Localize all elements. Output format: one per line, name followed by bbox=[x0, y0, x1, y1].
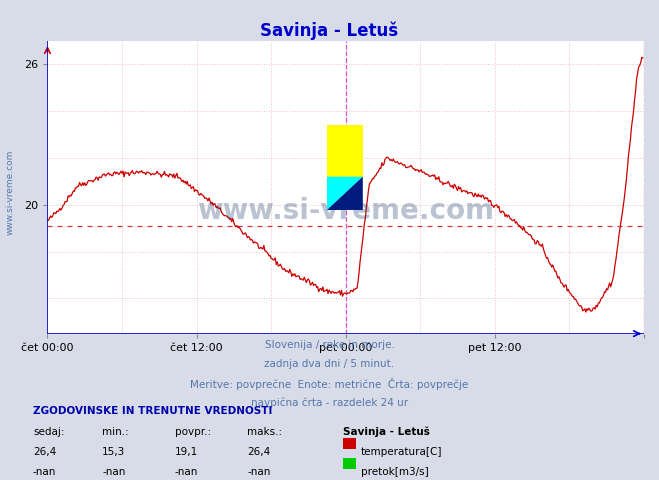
Text: sedaj:: sedaj: bbox=[33, 427, 65, 437]
Text: -nan: -nan bbox=[175, 467, 198, 477]
Text: 26,4: 26,4 bbox=[33, 447, 56, 457]
Text: povpr.:: povpr.: bbox=[175, 427, 211, 437]
Text: -nan: -nan bbox=[102, 467, 125, 477]
Text: www.si-vreme.com: www.si-vreme.com bbox=[5, 149, 14, 235]
Text: pretok[m3/s]: pretok[m3/s] bbox=[361, 467, 429, 477]
Text: Savinja - Letuš: Savinja - Letuš bbox=[343, 427, 430, 437]
Text: -nan: -nan bbox=[247, 467, 270, 477]
Text: temperatura[C]: temperatura[C] bbox=[361, 447, 443, 457]
Text: zadnja dva dni / 5 minut.: zadnja dva dni / 5 minut. bbox=[264, 359, 395, 369]
Text: 19,1: 19,1 bbox=[175, 447, 198, 457]
Text: -nan: -nan bbox=[33, 467, 56, 477]
Text: 26,4: 26,4 bbox=[247, 447, 270, 457]
Text: Slovenija / reke in morje.: Slovenija / reke in morje. bbox=[264, 340, 395, 350]
Polygon shape bbox=[327, 177, 363, 210]
Text: ZGODOVINSKE IN TRENUTNE VREDNOSTI: ZGODOVINSKE IN TRENUTNE VREDNOSTI bbox=[33, 406, 272, 416]
Text: www.si-vreme.com: www.si-vreme.com bbox=[197, 197, 494, 225]
Text: min.:: min.: bbox=[102, 427, 129, 437]
Text: 15,3: 15,3 bbox=[102, 447, 125, 457]
Text: maks.:: maks.: bbox=[247, 427, 282, 437]
Bar bbox=[327, 125, 363, 177]
Text: Meritve: povprečne  Enote: metrične  Črta: povprečje: Meritve: povprečne Enote: metrične Črta:… bbox=[190, 378, 469, 390]
Text: navpična črta - razdelek 24 ur: navpična črta - razdelek 24 ur bbox=[251, 397, 408, 408]
Polygon shape bbox=[327, 177, 363, 210]
Text: Savinja - Letuš: Savinja - Letuš bbox=[260, 22, 399, 40]
